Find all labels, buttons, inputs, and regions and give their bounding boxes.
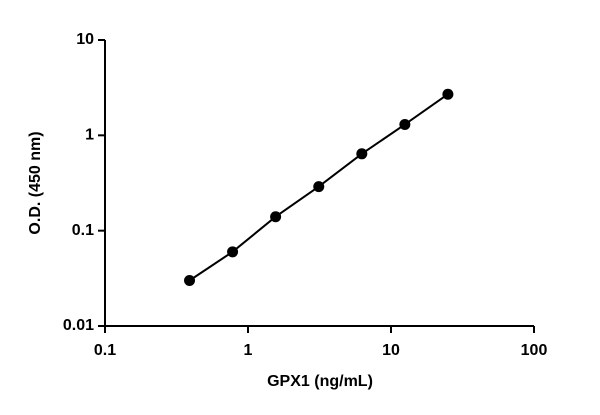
x-tick-label: 100 xyxy=(521,342,548,359)
y-tick-label: 10 xyxy=(76,31,94,48)
data-point xyxy=(442,88,454,100)
x-tick-label: 10 xyxy=(382,342,400,359)
y-tick-label: 0.01 xyxy=(63,317,94,334)
data-point xyxy=(356,148,368,160)
y-tick-label: 1 xyxy=(85,127,94,144)
data-point xyxy=(270,211,282,223)
data-point xyxy=(184,275,196,287)
x-tick-label: 0.1 xyxy=(94,342,116,359)
y-tick-label: 0.1 xyxy=(72,222,94,239)
data-point xyxy=(399,118,411,130)
x-tick-label: 1 xyxy=(244,342,253,359)
y-axis-title: O.D. (450 nm) xyxy=(27,131,44,234)
data-point xyxy=(227,246,239,258)
data-point xyxy=(313,181,325,193)
x-axis-title: GPX1 (ng/mL) xyxy=(267,373,373,390)
